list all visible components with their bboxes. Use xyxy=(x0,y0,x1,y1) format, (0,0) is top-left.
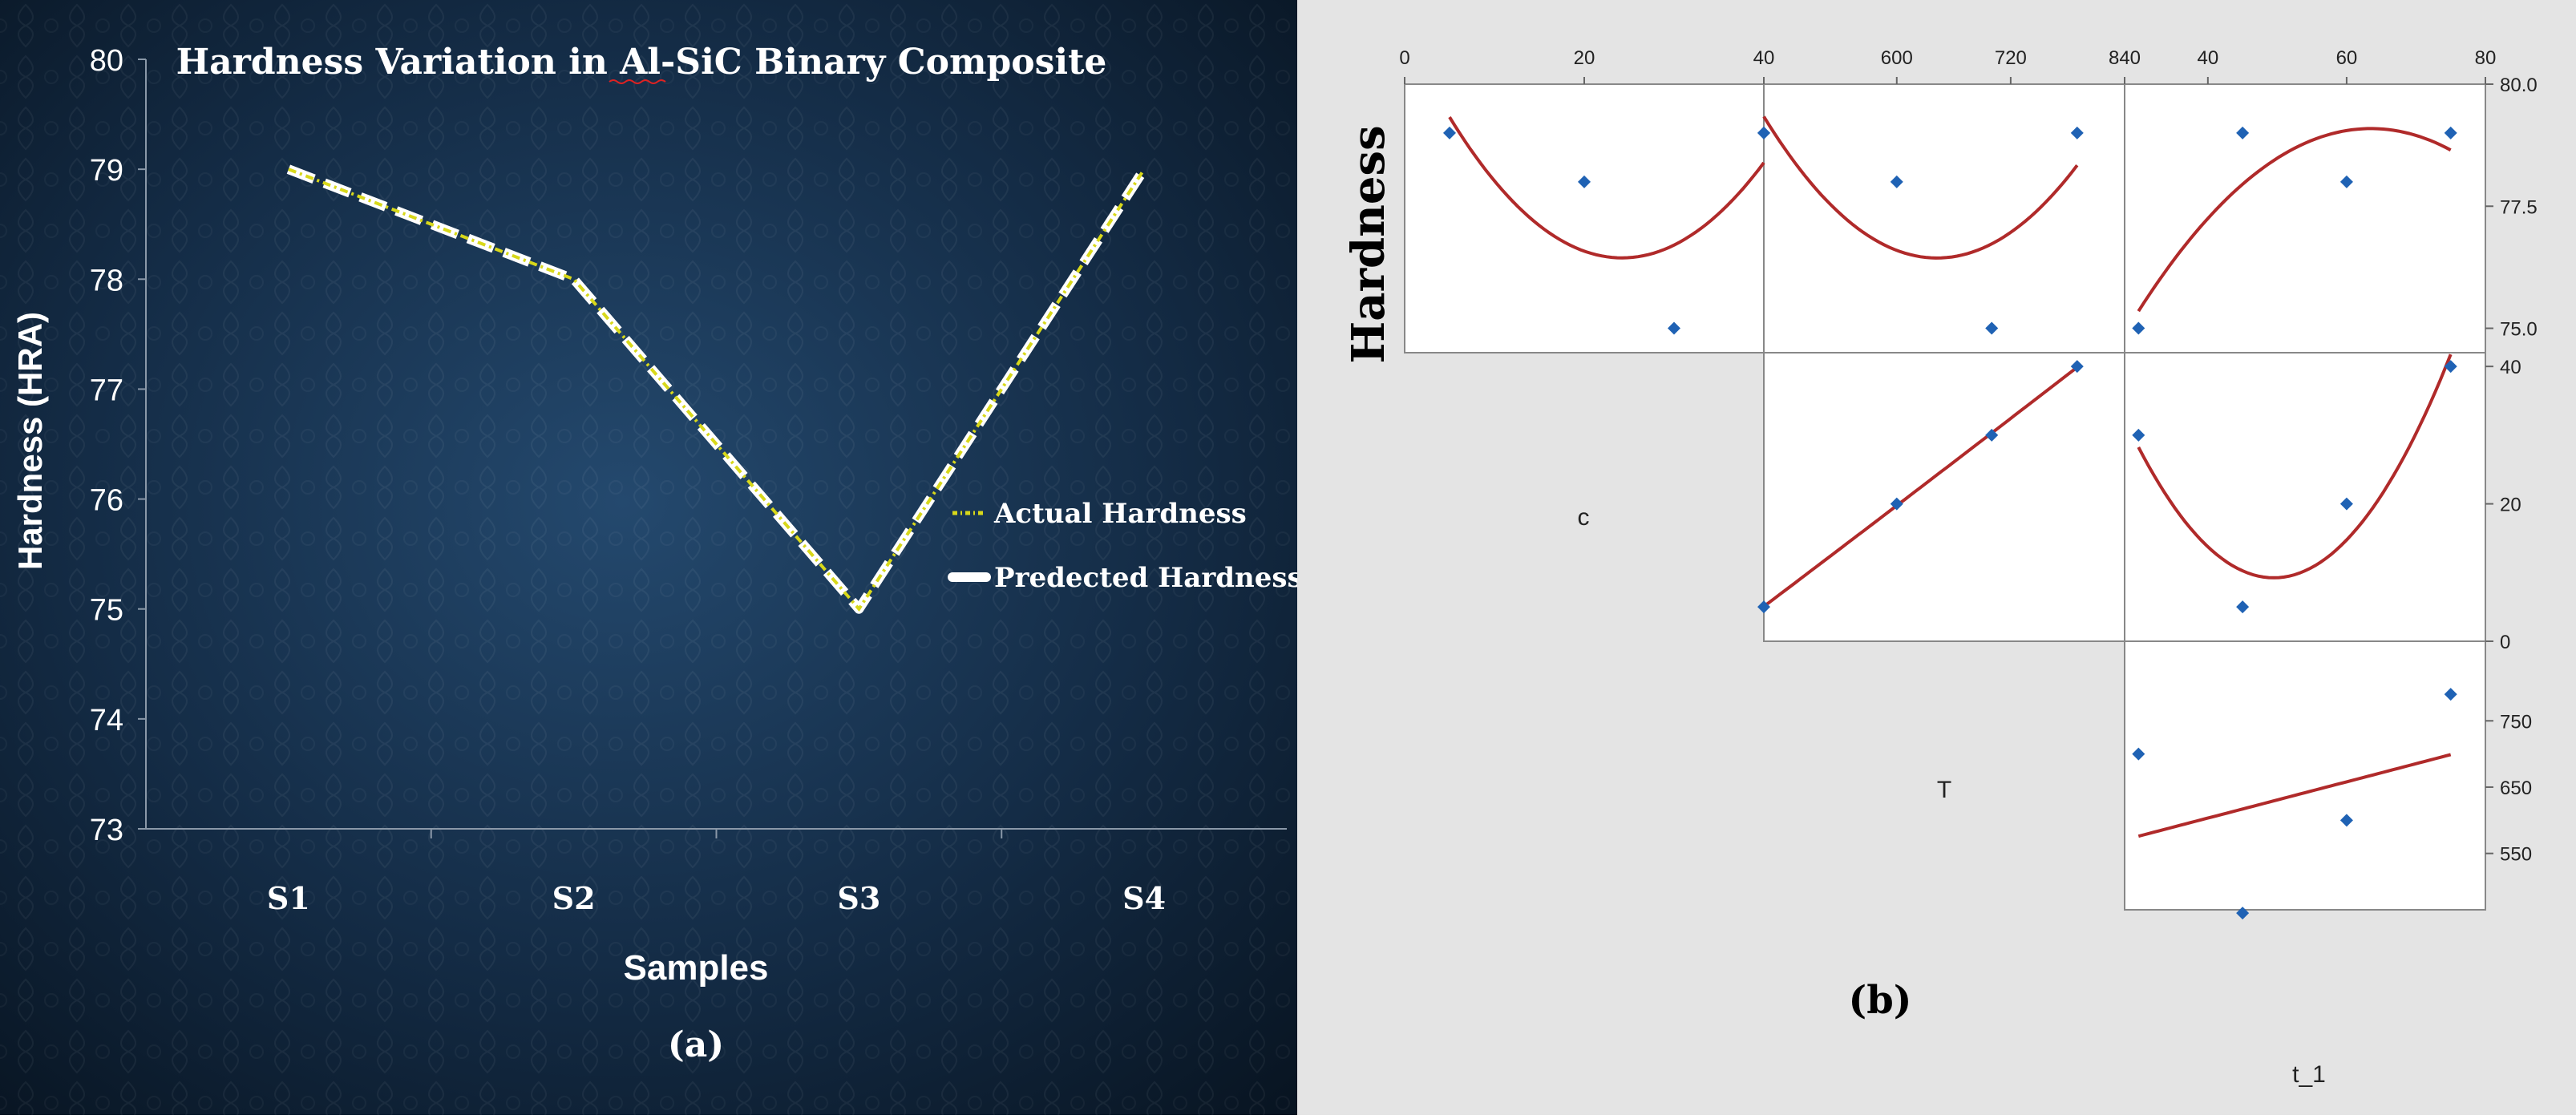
x-tick-label: S1 xyxy=(267,880,310,916)
fit-curve-T-t1 xyxy=(2137,753,2452,838)
y-tick-label: 74 xyxy=(90,704,123,737)
panel-a-pattern xyxy=(0,0,1297,1115)
data-point-c-T xyxy=(1757,600,1770,614)
data-point-hardness-t1 xyxy=(2236,126,2250,139)
panel-b-var-label-T: T xyxy=(1937,777,1951,803)
top-tick-label: 40 xyxy=(2197,47,2218,69)
y-tick-label: 77 xyxy=(90,374,123,407)
panel-a-label: (a) xyxy=(668,1024,724,1065)
series-line-actual xyxy=(288,168,1146,612)
top-tick-label: 600 xyxy=(1881,47,1913,69)
panel-b-fits xyxy=(1448,115,2453,838)
top-tick-label: 0 xyxy=(1399,47,1409,69)
panel-b-cell-hardness-T xyxy=(1763,83,2125,353)
panel-b-cell-hardness-t1 xyxy=(2124,83,2486,353)
panel-b-label: (b) xyxy=(1849,978,1912,1023)
panel-a-y-ticks: 73 74 75 76 77 78 79 80 xyxy=(90,44,146,847)
data-point-c-T xyxy=(1985,428,1999,442)
data-point-T-t1 xyxy=(2444,688,2457,701)
data-point-hardness-c xyxy=(1443,126,1456,139)
data-point-c-t1 xyxy=(2339,497,2353,511)
panel-a-x-ticks: S1 S2 S3 S4 xyxy=(267,829,1166,916)
x-tick-label: S4 xyxy=(1122,880,1166,916)
right-tick-label: 550 xyxy=(2500,844,2532,866)
data-point-hardness-t1 xyxy=(2132,321,2145,335)
data-point-hardness-T xyxy=(1890,175,1903,188)
data-point-hardness-c xyxy=(1578,175,1591,188)
data-point-hardness-t1 xyxy=(2339,175,2353,188)
data-point-c-t1 xyxy=(2236,600,2250,614)
y-tick-label: 76 xyxy=(90,484,123,518)
x-tick-label: S3 xyxy=(837,880,880,916)
panel-b-cell-hardness-c xyxy=(1404,83,1765,353)
data-point-hardness-T xyxy=(2070,126,2084,139)
right-tick-label: 750 xyxy=(2500,711,2532,733)
panel-a-series xyxy=(286,164,1149,614)
y-tick-label: 75 xyxy=(90,594,123,628)
panel-a-x-axis-label: Samples xyxy=(624,948,769,988)
panel-b-y-axis-label: Hardness xyxy=(1342,125,1395,363)
data-point-hardness-T xyxy=(1757,126,1770,139)
top-tick-label: 80 xyxy=(2475,47,2497,69)
right-tick-label: 77.5 xyxy=(2500,196,2538,218)
panel-b-cell-T-t1 xyxy=(2124,640,2486,911)
panel-a-y-axis-label: Hardness (HRA) xyxy=(11,312,49,570)
right-tick-label: 20 xyxy=(2500,495,2521,516)
right-tick-label: 40 xyxy=(2500,357,2521,378)
data-point-c-t1 xyxy=(2444,360,2457,374)
fit-curve-hardness-t1 xyxy=(2137,127,2452,313)
legend-label-predicted: Predected Hardness xyxy=(994,562,1303,594)
data-point-hardness-T xyxy=(1985,321,1999,335)
x-tick-label: S2 xyxy=(552,880,596,916)
top-tick-label: 720 xyxy=(1995,47,2027,69)
fit-curve-hardness-T xyxy=(1762,115,2079,260)
data-point-T-t1 xyxy=(2236,907,2250,920)
fit-curve-hardness-c xyxy=(1448,116,1765,260)
panel-b-var-label-t1: t_1 xyxy=(2292,1061,2326,1088)
data-point-T-t1 xyxy=(2132,747,2145,761)
data-point-hardness-c xyxy=(1668,321,1680,335)
top-tick-label: 60 xyxy=(2336,47,2358,69)
right-tick-label: 0 xyxy=(2500,632,2510,653)
fit-curve-c-t1 xyxy=(2137,353,2453,580)
top-tick-label: 20 xyxy=(1574,47,1595,69)
data-point-c-T xyxy=(1890,497,1903,511)
top-tick-label: 840 xyxy=(2109,47,2141,69)
fit-curve-c-T xyxy=(1762,366,2079,608)
panel-b-cell-c-t1 xyxy=(2124,352,2486,642)
panel-a-legend: Actual Hardness Predected Hardness xyxy=(948,498,1303,594)
y-tick-label: 79 xyxy=(90,154,123,188)
y-tick-label: 80 xyxy=(90,44,123,78)
panel-b-cell-c-T xyxy=(1763,352,2125,642)
y-tick-label: 73 xyxy=(90,814,123,847)
y-tick-label: 78 xyxy=(90,264,123,297)
legend-label-actual: Actual Hardness xyxy=(993,498,1247,530)
data-point-hardness-t1 xyxy=(2444,126,2457,139)
panel-b-points xyxy=(1443,126,2457,920)
data-point-c-T xyxy=(2070,360,2084,374)
panel-a-title: Hardness Variation in Al-SiC Binary Comp… xyxy=(176,42,1107,83)
data-point-c-t1 xyxy=(2132,428,2145,442)
right-tick-label: 650 xyxy=(2500,778,2532,799)
right-tick-label: 80.0 xyxy=(2500,75,2538,96)
panel-a: Hardness Variation in Al-SiC Binary Comp… xyxy=(0,0,1303,1115)
right-tick-label: 75.0 xyxy=(2500,319,2538,341)
data-point-T-t1 xyxy=(2339,814,2353,827)
top-tick-label: 40 xyxy=(1753,47,1775,69)
panel-b-var-label-c: c xyxy=(1578,504,1590,531)
spellcheck-underline xyxy=(609,79,666,84)
